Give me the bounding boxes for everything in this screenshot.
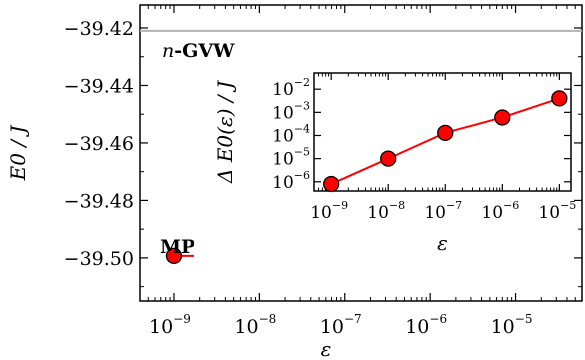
inset-data-point: [551, 90, 568, 107]
tick-base: 10: [310, 203, 332, 223]
tick-base: 10: [272, 126, 294, 146]
tick-base: 10: [481, 203, 503, 223]
tick-exponent: −5: [515, 312, 533, 326]
inset-y-tick-label: 10−4: [272, 122, 310, 146]
inset-data-point: [323, 175, 340, 193]
main-y-axis-label: E0 / J: [6, 125, 30, 182]
tick-exponent: −6: [429, 312, 447, 326]
inset-plot: 10−9 10−8 10−7 10−6 10−5 10−610−510−410−310−…: [194, 65, 576, 269]
main-y-tick-label: −39.42: [64, 18, 134, 40]
main-y-tick-label: −39.50: [64, 248, 134, 270]
tick-base: 10: [538, 203, 560, 223]
main-x-axis-label: ε: [321, 337, 332, 360]
inset-data-point: [494, 109, 511, 126]
reference-label-text: -GVW: [174, 40, 235, 62]
tick-exponent: −8: [389, 199, 405, 212]
tick-base: 10: [405, 316, 429, 338]
tick-exponent: −8: [259, 312, 277, 326]
main-y-tick-label: −39.44: [64, 75, 134, 97]
tick-exponent: −9: [173, 312, 191, 326]
reference-label: n-GVW: [162, 40, 235, 62]
inset-y-axis-label: Δ E0(ε) / J: [213, 80, 237, 184]
main-y-tick-label: −39.48: [64, 190, 134, 212]
inset-x-tick-label: 10−8: [367, 199, 405, 223]
tick-base: 10: [367, 203, 389, 223]
reference-label-variable: n: [162, 40, 174, 62]
inset-y-tick-label: 10−2: [272, 76, 310, 100]
tick-exponent: −2: [294, 76, 310, 89]
tick-base: 10: [272, 103, 294, 123]
tick-base: 10: [272, 150, 294, 170]
tick-base: 10: [320, 316, 344, 338]
main-x-tick-label: 10−7: [320, 312, 362, 338]
main-x-tick-label: 10−9: [149, 312, 191, 338]
tick-base: 10: [234, 316, 258, 338]
tick-exponent: −3: [294, 99, 310, 112]
mps-data-point: [165, 247, 183, 265]
main-x-tick-label: 10−6: [405, 312, 447, 338]
tick-exponent: −6: [503, 199, 519, 212]
tick-base: 10: [272, 173, 294, 193]
tick-exponent: −6: [294, 169, 310, 182]
tick-base: 10: [424, 203, 446, 223]
tick-exponent: −7: [344, 312, 362, 326]
inset-data-point: [437, 124, 454, 141]
main-y-tick-label: −39.46: [64, 133, 134, 155]
main-x-tick-label: 10−8: [234, 312, 276, 338]
tick-base: 10: [491, 316, 515, 338]
tick-base: 10: [272, 80, 294, 100]
inset-y-tick-label: 10−3: [272, 99, 310, 123]
tick-exponent: −4: [294, 122, 310, 135]
main-x-tick-label: 10−5: [491, 312, 533, 338]
inset-x-tick-label: 10−5: [538, 199, 576, 223]
inset-background: [194, 65, 573, 269]
inset-x-tick-label: 10−9: [310, 199, 348, 223]
tick-exponent: −5: [294, 146, 310, 159]
inset-y-tick-label: 10−5: [272, 146, 310, 170]
inset-data-point: [380, 150, 397, 167]
tick-exponent: −7: [446, 199, 462, 212]
tick-exponent: −9: [332, 199, 348, 212]
inset-x-axis-label: ε: [437, 231, 448, 255]
main-plot-frame: [139, 4, 583, 302]
inset-x-tick-label: 10−7: [424, 199, 462, 223]
inset-x-tick-label: 10−6: [481, 199, 519, 223]
inset-y-tick-label: 10−6: [272, 169, 310, 193]
tick-base: 10: [149, 316, 173, 338]
tick-exponent: −5: [560, 199, 576, 212]
